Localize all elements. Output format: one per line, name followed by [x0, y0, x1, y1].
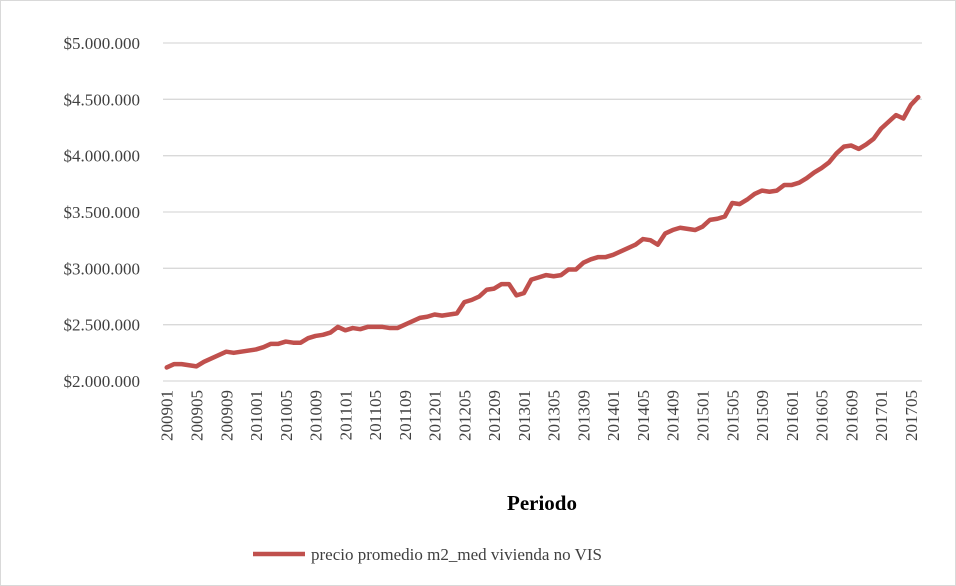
line [164, 94, 921, 370]
y-tick-label: $3.000.000 [64, 259, 141, 278]
x-tick-label: 201401 [604, 390, 623, 441]
y-tick-label: $5.000.000 [64, 34, 141, 53]
x-tick-label: 200905 [187, 390, 206, 441]
x-tick-label: 200909 [217, 390, 236, 441]
x-tick-label: 201309 [574, 390, 593, 441]
x-tick-label: 201001 [247, 390, 266, 441]
x-tick-label: 201509 [753, 390, 772, 441]
x-axis-title: Periodo [507, 491, 577, 515]
x-tick-label: 201305 [545, 390, 564, 441]
x-tick-label: 201109 [396, 390, 415, 440]
x-tick-label: 201501 [693, 390, 712, 441]
x-tick-label: 201605 [813, 390, 832, 441]
y-tick-label: $3.500.000 [64, 203, 141, 222]
x-tick-label: 201005 [277, 390, 296, 441]
x-tick-label: 201101 [336, 390, 355, 440]
x-tick-label: 201601 [783, 390, 802, 441]
x-tick-label: 201409 [664, 390, 683, 441]
x-tick-label: 201105 [366, 390, 385, 440]
x-tick-label: 201009 [307, 390, 326, 441]
x-tick-label: 201505 [723, 390, 742, 441]
x-tick-label: 201201 [426, 390, 445, 441]
y-tick-label: $2.500.000 [64, 316, 141, 335]
x-tick-label: 201209 [485, 390, 504, 441]
x-tick-label: 201301 [515, 390, 534, 441]
y-tick-label: $4.500.000 [64, 90, 141, 109]
x-tick-label: 201705 [902, 390, 921, 441]
y-tick-label: $4.000.000 [64, 147, 141, 166]
x-tick-label: 201609 [842, 390, 861, 441]
y-tick-label: $2.000.000 [64, 372, 141, 391]
x-tick-label: 201205 [455, 390, 474, 441]
x-tick-label: 201405 [634, 390, 653, 441]
x-tick-label: 201701 [872, 390, 891, 441]
x-tick-label: 200901 [158, 390, 177, 441]
legend-label: precio promedio m2_med vivienda no VIS [311, 545, 602, 564]
